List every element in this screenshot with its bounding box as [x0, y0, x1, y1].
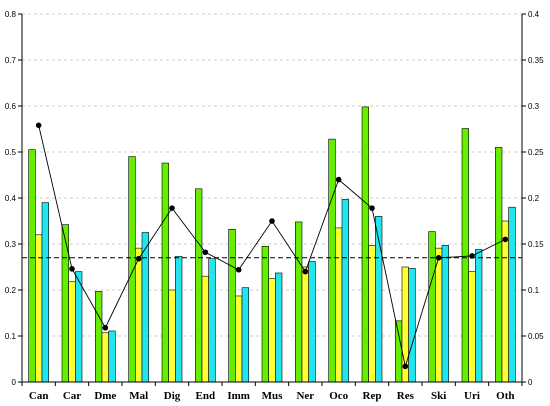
x-tick-label: Rep [363, 390, 382, 402]
bar [195, 188, 203, 383]
y-right-tick-label: 0 [528, 378, 533, 387]
x-tick-label: Oco [329, 390, 348, 402]
line-point [35, 122, 42, 129]
y-right-tick-label: 0.2 [528, 194, 540, 203]
bar [301, 266, 309, 383]
x-tick-label: Dig [164, 390, 181, 402]
x-tick-label: Can [29, 390, 49, 402]
y-right-tick-label: 0.35 [528, 56, 544, 65]
bar [461, 128, 469, 383]
y-left-tick-label: 0 [12, 378, 17, 387]
y-right-tick-label: 0.1 [528, 286, 540, 295]
line-point [69, 266, 75, 272]
y-left-tick-label: 0.3 [5, 240, 17, 249]
bar [101, 332, 109, 383]
x-tick-label: Res [397, 390, 415, 402]
bar [308, 261, 316, 383]
y-right-tick-label: 0.4 [528, 10, 540, 19]
bar [275, 272, 283, 383]
bar [228, 228, 236, 383]
bar [341, 199, 349, 383]
bar [161, 162, 169, 383]
bar [475, 249, 483, 383]
x-tick-label: Uri [464, 390, 480, 402]
bar [68, 281, 76, 383]
x-tick-label: Mus [262, 390, 284, 402]
y-left-tick-label: 0.4 [5, 194, 17, 203]
y-left-tick-label: 0.8 [5, 10, 17, 19]
bar [75, 271, 83, 383]
line-point [502, 236, 509, 243]
y-left-tick-label: 0.5 [5, 148, 17, 157]
y-left-tick-label: 0.6 [5, 102, 17, 111]
bar [261, 246, 269, 383]
bar [95, 291, 103, 383]
y-left-tick-label: 0.7 [5, 56, 17, 65]
bar [268, 278, 276, 383]
line-point [369, 205, 375, 211]
bar [35, 234, 43, 383]
bar [201, 275, 209, 383]
line-point [469, 253, 475, 259]
bar [335, 227, 343, 383]
y-right-tick-label: 0.3 [528, 102, 540, 111]
line-point [435, 254, 442, 261]
bar [208, 258, 216, 383]
x-tick-label: Mal [129, 390, 148, 402]
bar [241, 287, 249, 383]
y-right-tick-label: 0.25 [528, 148, 544, 157]
bar [508, 206, 516, 383]
x-tick-label: Dme [94, 390, 116, 402]
y-left-tick-label: 0.2 [5, 286, 17, 295]
bar [495, 147, 503, 383]
line-point [102, 324, 109, 331]
bars [28, 106, 516, 383]
x-tick-label: End [196, 390, 216, 402]
y-left-tick-label: 0.1 [5, 332, 17, 341]
bar [368, 245, 376, 383]
x-tick-label: Imm [227, 390, 250, 402]
x-tick-label: Oth [496, 390, 514, 402]
bar [295, 221, 303, 383]
line-point [402, 363, 409, 370]
bar [41, 202, 49, 383]
line-point [335, 176, 342, 183]
bar [501, 220, 509, 383]
bar [28, 149, 36, 383]
line-point [269, 218, 275, 224]
bar [468, 271, 476, 383]
bar [128, 156, 136, 383]
bar [435, 247, 443, 383]
axes [18, 13, 526, 386]
line-point [135, 255, 142, 262]
line-point [302, 268, 309, 275]
y-right-tick-label: 0.15 [528, 240, 544, 249]
line-point [202, 249, 209, 256]
bar [441, 245, 449, 383]
x-tick-label: Ner [296, 390, 314, 402]
labels: 0 0.1 0.2 0.3 0.4 0.5 0.6 0.7 0.8 0 0.05 0.1 0.15 0.2… [5, 10, 544, 402]
bar [141, 232, 149, 383]
bar [135, 247, 143, 383]
bar [328, 138, 336, 383]
line-series [35, 122, 509, 370]
bar [428, 231, 436, 383]
bar [235, 295, 243, 383]
bar [395, 320, 403, 383]
x-tick-label: Ski [431, 390, 446, 402]
line-point [169, 205, 175, 211]
y-right-tick-label: 0.05 [528, 332, 544, 341]
line-point [235, 266, 242, 273]
x-tick-label: Car [63, 390, 81, 402]
bar [175, 256, 183, 383]
bar [168, 289, 176, 383]
bar [361, 106, 369, 383]
bar [408, 268, 416, 383]
bar [108, 330, 116, 383]
